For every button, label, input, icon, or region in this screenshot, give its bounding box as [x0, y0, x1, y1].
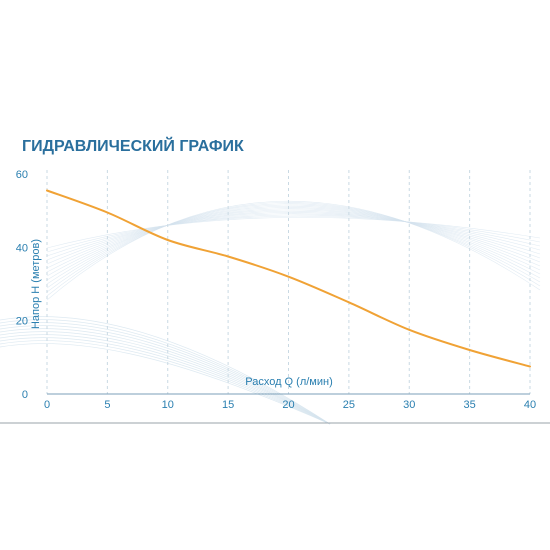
x-axis-label: Расход Q (л/мин) [245, 376, 333, 388]
decor-wave [46, 212, 541, 265]
y-axis-ticks: 0 20 40 60 [16, 169, 28, 401]
decor-swoosh [0, 343, 331, 425]
decor-swoosh [0, 319, 331, 425]
decor-swoosh [0, 322, 331, 425]
decor-swoosh [0, 337, 331, 425]
y-tick-label: 40 [16, 242, 28, 254]
decor-wave [46, 215, 541, 253]
y-tick-label: 60 [16, 169, 28, 181]
decor-wave [46, 214, 541, 257]
decor-wave [46, 203, 541, 293]
decor-wave [46, 202, 541, 297]
x-axis-ticks: 0 5 10 15 20 25 30 35 40 [44, 399, 536, 411]
decor-wave [46, 213, 541, 261]
x-tick-label: 30 [403, 399, 415, 411]
x-tick-label: 10 [162, 399, 174, 411]
y-tick-label: 20 [16, 316, 28, 328]
decor-swoosh [0, 340, 331, 425]
x-tick-label: 40 [524, 399, 536, 411]
y-tick-label: 0 [22, 389, 28, 401]
performance-curve-line [46, 189, 531, 368]
decor-wave [46, 208, 541, 277]
x-tick-label: 35 [464, 399, 476, 411]
decor-wave [46, 209, 541, 273]
decor-wave [46, 217, 541, 249]
background-waves [0, 200, 541, 425]
decor-swoosh [0, 328, 331, 425]
x-tick-label: 0 [44, 399, 50, 411]
x-tick-label: 5 [104, 399, 110, 411]
grid-lines [46, 170, 531, 394]
y-axis-label: Напор Н (метров) [30, 239, 42, 329]
decor-wave [46, 210, 541, 269]
decor-wave [46, 204, 541, 289]
x-tick-label: 25 [343, 399, 355, 411]
decor-wave [46, 205, 541, 285]
decor-swoosh [0, 334, 331, 425]
decor-swoosh [0, 325, 331, 425]
chart-title: ГИДРАВЛИЧЕСКИЙ ГРАФИК [22, 136, 244, 155]
decor-wave [46, 207, 541, 281]
x-tick-label: 20 [282, 399, 294, 411]
decor-wave [46, 200, 541, 301]
decor-swoosh [0, 316, 331, 425]
decor-swoosh [0, 331, 331, 425]
series-group [46, 189, 531, 368]
x-tick-label: 15 [222, 399, 234, 411]
